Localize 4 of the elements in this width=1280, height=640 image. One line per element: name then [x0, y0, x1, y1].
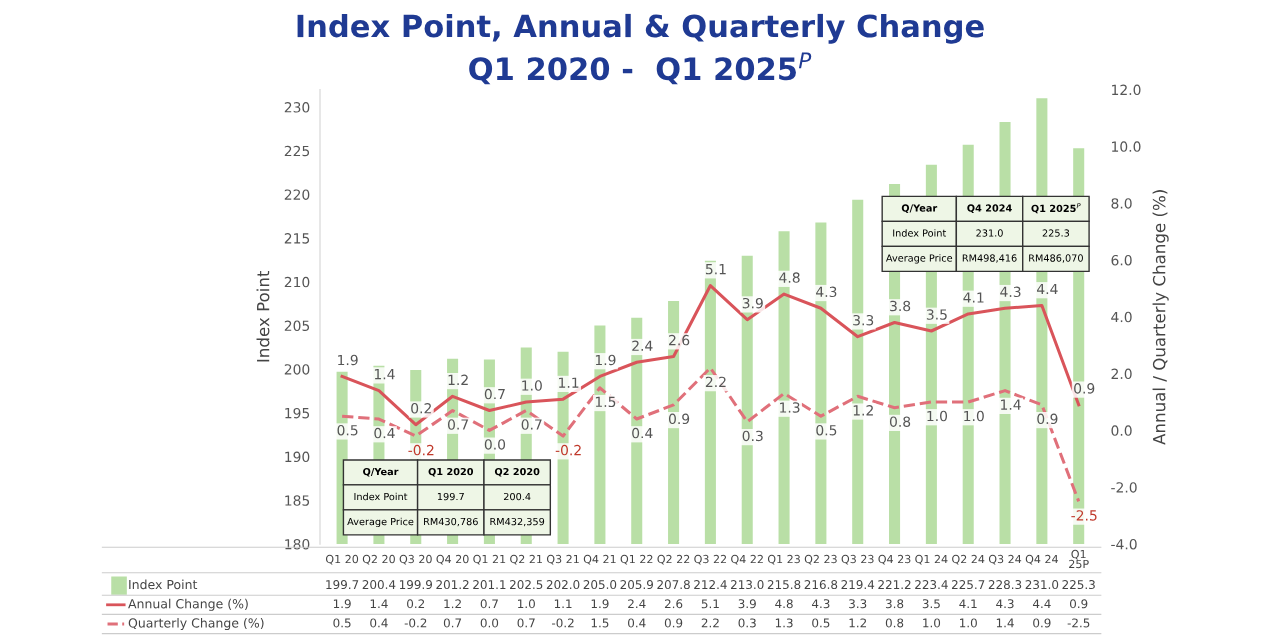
- y2-axis-title: Annual / Quarterly Change (%): [1152, 190, 1169, 445]
- chart-subtitle: Q1 2020 - Q1 2025$^{P}$: [469, 52, 812, 85]
- y-axis-title: Index Point: [256, 270, 270, 362]
- chart-title: Index Point, Annual & Quarterly Change: [297, 13, 984, 44]
